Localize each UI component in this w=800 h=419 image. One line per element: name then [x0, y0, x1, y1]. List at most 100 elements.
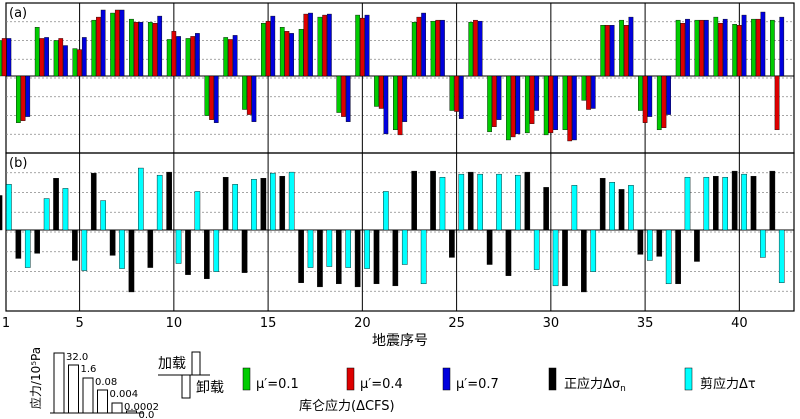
- bar: [411, 21, 417, 77]
- bar: [713, 16, 719, 77]
- bar: [638, 75, 643, 111]
- bar: [755, 18, 761, 77]
- bar: [62, 188, 69, 231]
- bar: [468, 21, 474, 77]
- bar: [515, 174, 521, 231]
- scale-label: 1.6: [81, 364, 97, 375]
- bar: [760, 229, 766, 258]
- bar: [732, 24, 738, 77]
- bar: [684, 176, 691, 231]
- bar: [129, 18, 134, 77]
- bar: [251, 75, 257, 122]
- bar: [246, 75, 252, 115]
- bar: [524, 75, 530, 134]
- bar: [176, 36, 181, 77]
- bar: [779, 16, 785, 77]
- bar: [618, 189, 625, 231]
- bar: [53, 40, 59, 77]
- bar: [609, 182, 615, 231]
- bar: [360, 17, 365, 77]
- bar: [656, 229, 663, 257]
- bar: [374, 75, 379, 107]
- bar: [185, 38, 191, 77]
- bar: [194, 191, 201, 231]
- bar: [354, 229, 361, 288]
- scale-bar: [68, 364, 79, 414]
- x-tick-label: 1: [2, 316, 10, 331]
- chart-panels: (a) (b): [0, 2, 795, 312]
- bar: [694, 19, 700, 77]
- bar: [647, 229, 653, 261]
- scale-label: 0.08: [95, 377, 117, 388]
- legend-swatch-mu01: [242, 367, 251, 391]
- bar: [656, 75, 662, 131]
- bar: [473, 19, 478, 77]
- bar: [322, 14, 328, 77]
- bar: [72, 48, 78, 77]
- bar: [128, 229, 135, 293]
- bar: [506, 75, 511, 141]
- bar: [675, 229, 681, 285]
- bar: [58, 38, 64, 77]
- bar: [722, 18, 728, 77]
- bar: [6, 38, 12, 77]
- bar: [543, 187, 549, 231]
- unload-bar-symbol: [181, 374, 191, 399]
- bar: [623, 25, 629, 77]
- bar: [605, 25, 610, 77]
- bar: [699, 19, 705, 77]
- scale-bar: [97, 389, 108, 414]
- bar: [223, 37, 229, 77]
- bar: [529, 75, 535, 124]
- load-label: 加载: [158, 356, 186, 372]
- load-bar-symbol: [191, 351, 201, 376]
- bar: [491, 75, 497, 127]
- bar: [383, 191, 389, 231]
- bar: [637, 229, 644, 255]
- panel-a: (a): [0, 2, 795, 154]
- panel-label: (b): [9, 156, 27, 171]
- bar: [133, 21, 139, 77]
- bar: [34, 27, 40, 77]
- bar: [228, 39, 233, 77]
- bar: [195, 33, 200, 77]
- bar: [586, 75, 591, 110]
- bar: [326, 229, 333, 267]
- bar: [496, 75, 502, 120]
- bar: [458, 75, 464, 119]
- bar: [96, 16, 101, 77]
- bar: [138, 167, 144, 231]
- bar: [599, 178, 606, 231]
- bar: [548, 75, 554, 134]
- bar: [114, 9, 120, 77]
- bar: [341, 75, 346, 117]
- scale-label: 32.0: [66, 352, 88, 363]
- legend-swatch-normal-stress: [548, 367, 557, 391]
- bar: [680, 23, 686, 77]
- bar: [364, 229, 370, 269]
- bar: [24, 229, 31, 268]
- x-tick-label: 20: [354, 316, 371, 331]
- bar: [694, 229, 700, 262]
- bar: [270, 15, 276, 77]
- bar: [298, 229, 304, 283]
- bar: [43, 198, 50, 231]
- bar: [416, 16, 422, 77]
- bar: [581, 229, 587, 293]
- bar: [44, 37, 49, 77]
- bar: [110, 12, 115, 77]
- bar: [760, 11, 766, 77]
- bar: [741, 14, 747, 77]
- bar: [0, 40, 2, 77]
- scale-bar: [111, 402, 123, 414]
- load-unload-legend: 加载 卸载: [158, 351, 224, 399]
- bar: [251, 179, 257, 231]
- bar: [666, 75, 672, 115]
- unload-label: 卸载: [196, 380, 224, 396]
- scale-bar: [53, 352, 65, 414]
- bar: [364, 14, 370, 77]
- bar: [336, 229, 342, 285]
- bar: [741, 173, 747, 231]
- bar: [308, 12, 313, 77]
